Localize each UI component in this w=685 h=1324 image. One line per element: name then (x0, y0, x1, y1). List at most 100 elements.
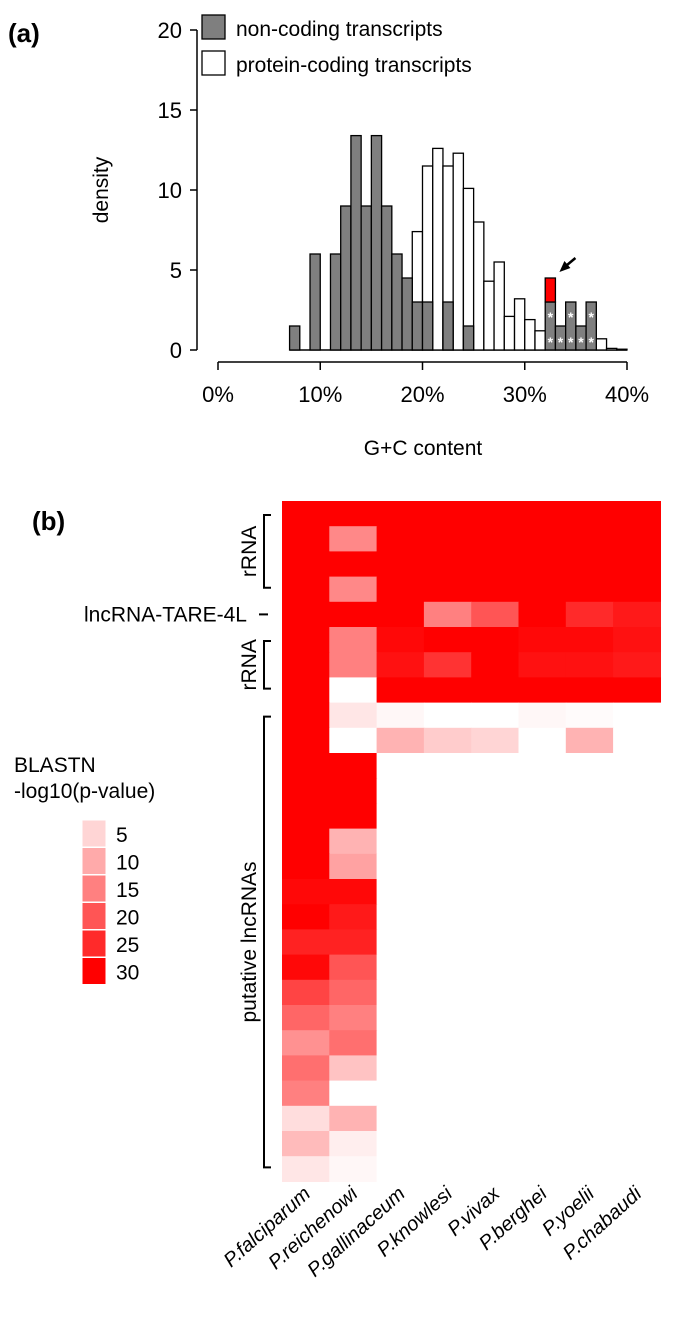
heatmap-cell (518, 501, 567, 527)
x-tick-label: 20% (400, 382, 444, 407)
proteincoding-bar (493, 261, 505, 351)
heatmap-cell (613, 1105, 661, 1132)
heatmap-cell (565, 727, 614, 754)
heatmap-cell (471, 551, 520, 578)
legend-swatch (81, 929, 107, 958)
heatmap-cell (565, 778, 614, 804)
heatmap-cell (471, 1156, 520, 1182)
heatmap-cell (565, 828, 614, 855)
heatmap-cell (282, 576, 330, 603)
proteincoding-bar (503, 315, 516, 351)
noncoding-bar (391, 253, 403, 351)
heatmap-cell (613, 677, 661, 704)
heatmap-cell (329, 929, 378, 956)
row-group-label: putative lncRNAs (238, 861, 261, 1022)
heatmap-cell (565, 501, 614, 527)
noncoding-bar (329, 253, 342, 351)
heatmap-cell (282, 904, 330, 930)
noncoding-bar (421, 301, 434, 351)
heatmap-cell (565, 1156, 614, 1182)
heatmap-cell (471, 526, 520, 552)
heatmap-cell (518, 677, 567, 704)
proteincoding-bar (595, 338, 608, 351)
heatmap-cell (518, 1156, 567, 1182)
legend-swatch (81, 874, 107, 903)
heatmap-cell (565, 1030, 614, 1056)
heatmap-cell (329, 501, 378, 527)
heatmap-cell (565, 979, 614, 1006)
heatmap-cell (613, 879, 661, 905)
heatmap-cell (329, 904, 378, 930)
heatmap-cell (518, 576, 567, 603)
heatmap-cell (376, 753, 425, 779)
heatmap-cell (565, 1105, 614, 1132)
heatmap-cell (565, 1055, 614, 1082)
heatmap-cell (376, 979, 425, 1006)
heatmap-cell (518, 1105, 567, 1132)
heatmap-cell (471, 828, 520, 855)
legend-label-noncoding: non-coding transcripts (236, 18, 443, 41)
heatmap-cell (471, 601, 520, 628)
row-group-bracket (263, 640, 271, 690)
heatmap-cell (613, 979, 661, 1006)
heatmap-cell (423, 652, 472, 678)
arrow-head-icon (559, 261, 571, 272)
noncoding-bar (309, 253, 321, 351)
noncoding-bar (360, 205, 373, 351)
heatmap-cell (518, 753, 567, 779)
x-tick-label: 10% (298, 382, 342, 407)
heatmap-cell (518, 727, 567, 754)
heatmap-cell (423, 501, 472, 527)
star-mark: * (568, 309, 574, 325)
legend-value: 30 (116, 962, 139, 985)
heatmap-cell (376, 1005, 425, 1031)
star-mark: * (568, 334, 574, 350)
heatmap-cell (423, 753, 472, 779)
y-tick-label: 20 (158, 18, 182, 43)
y-tick-label: 15 (158, 98, 182, 123)
heatmap-cell (565, 551, 614, 578)
heatmap-cell (423, 551, 472, 578)
panel-b-label: (b) (32, 506, 65, 536)
heatmap-cell (282, 1005, 330, 1031)
heatmap-cell (329, 778, 378, 804)
heatmap-cell (565, 904, 614, 930)
heatmap-cell (376, 652, 425, 678)
legend-swatch (81, 847, 107, 875)
heatmap-cell (471, 727, 520, 754)
heatmap-cell (613, 1156, 661, 1182)
noncoding-bar (411, 301, 424, 351)
heatmap-cell (329, 627, 378, 653)
heatmap-cell (518, 979, 567, 1006)
heatmap-cell (565, 652, 614, 678)
heatmap-cell (423, 627, 472, 653)
heatmap-cell (613, 526, 661, 552)
heatmap-cell (613, 753, 661, 779)
heatmap-cell (518, 627, 567, 653)
heatmap-cell (565, 954, 614, 981)
heatmap-cell (376, 727, 425, 754)
heatmap-cell (423, 1080, 472, 1107)
heatmap-cell (613, 551, 661, 578)
heatmap-cell (518, 526, 567, 552)
heatmap-cell (329, 727, 378, 754)
heatmap-cell (518, 853, 567, 880)
heatmap-cell (329, 879, 378, 905)
heatmap-cell (423, 778, 472, 804)
heatmap-cell (329, 1055, 378, 1082)
heatmap-cell (282, 778, 330, 804)
y-tick-label: 5 (170, 258, 182, 283)
heatmap-cell (613, 929, 661, 956)
heatmap-cell (471, 1030, 520, 1056)
heatmap-legend-title-2: -log10(p-value) (14, 780, 155, 803)
heatmap-cell (565, 753, 614, 779)
heatmap-cell (329, 1105, 378, 1132)
heatmap-cell (518, 702, 567, 729)
heatmap-cell (282, 551, 330, 578)
heatmap-cell (329, 753, 378, 779)
heatmap-cell (518, 1080, 567, 1107)
legend-swatch-proteincoding (201, 50, 226, 76)
legend-value: 25 (116, 934, 139, 957)
heatmap-cell (423, 954, 472, 981)
